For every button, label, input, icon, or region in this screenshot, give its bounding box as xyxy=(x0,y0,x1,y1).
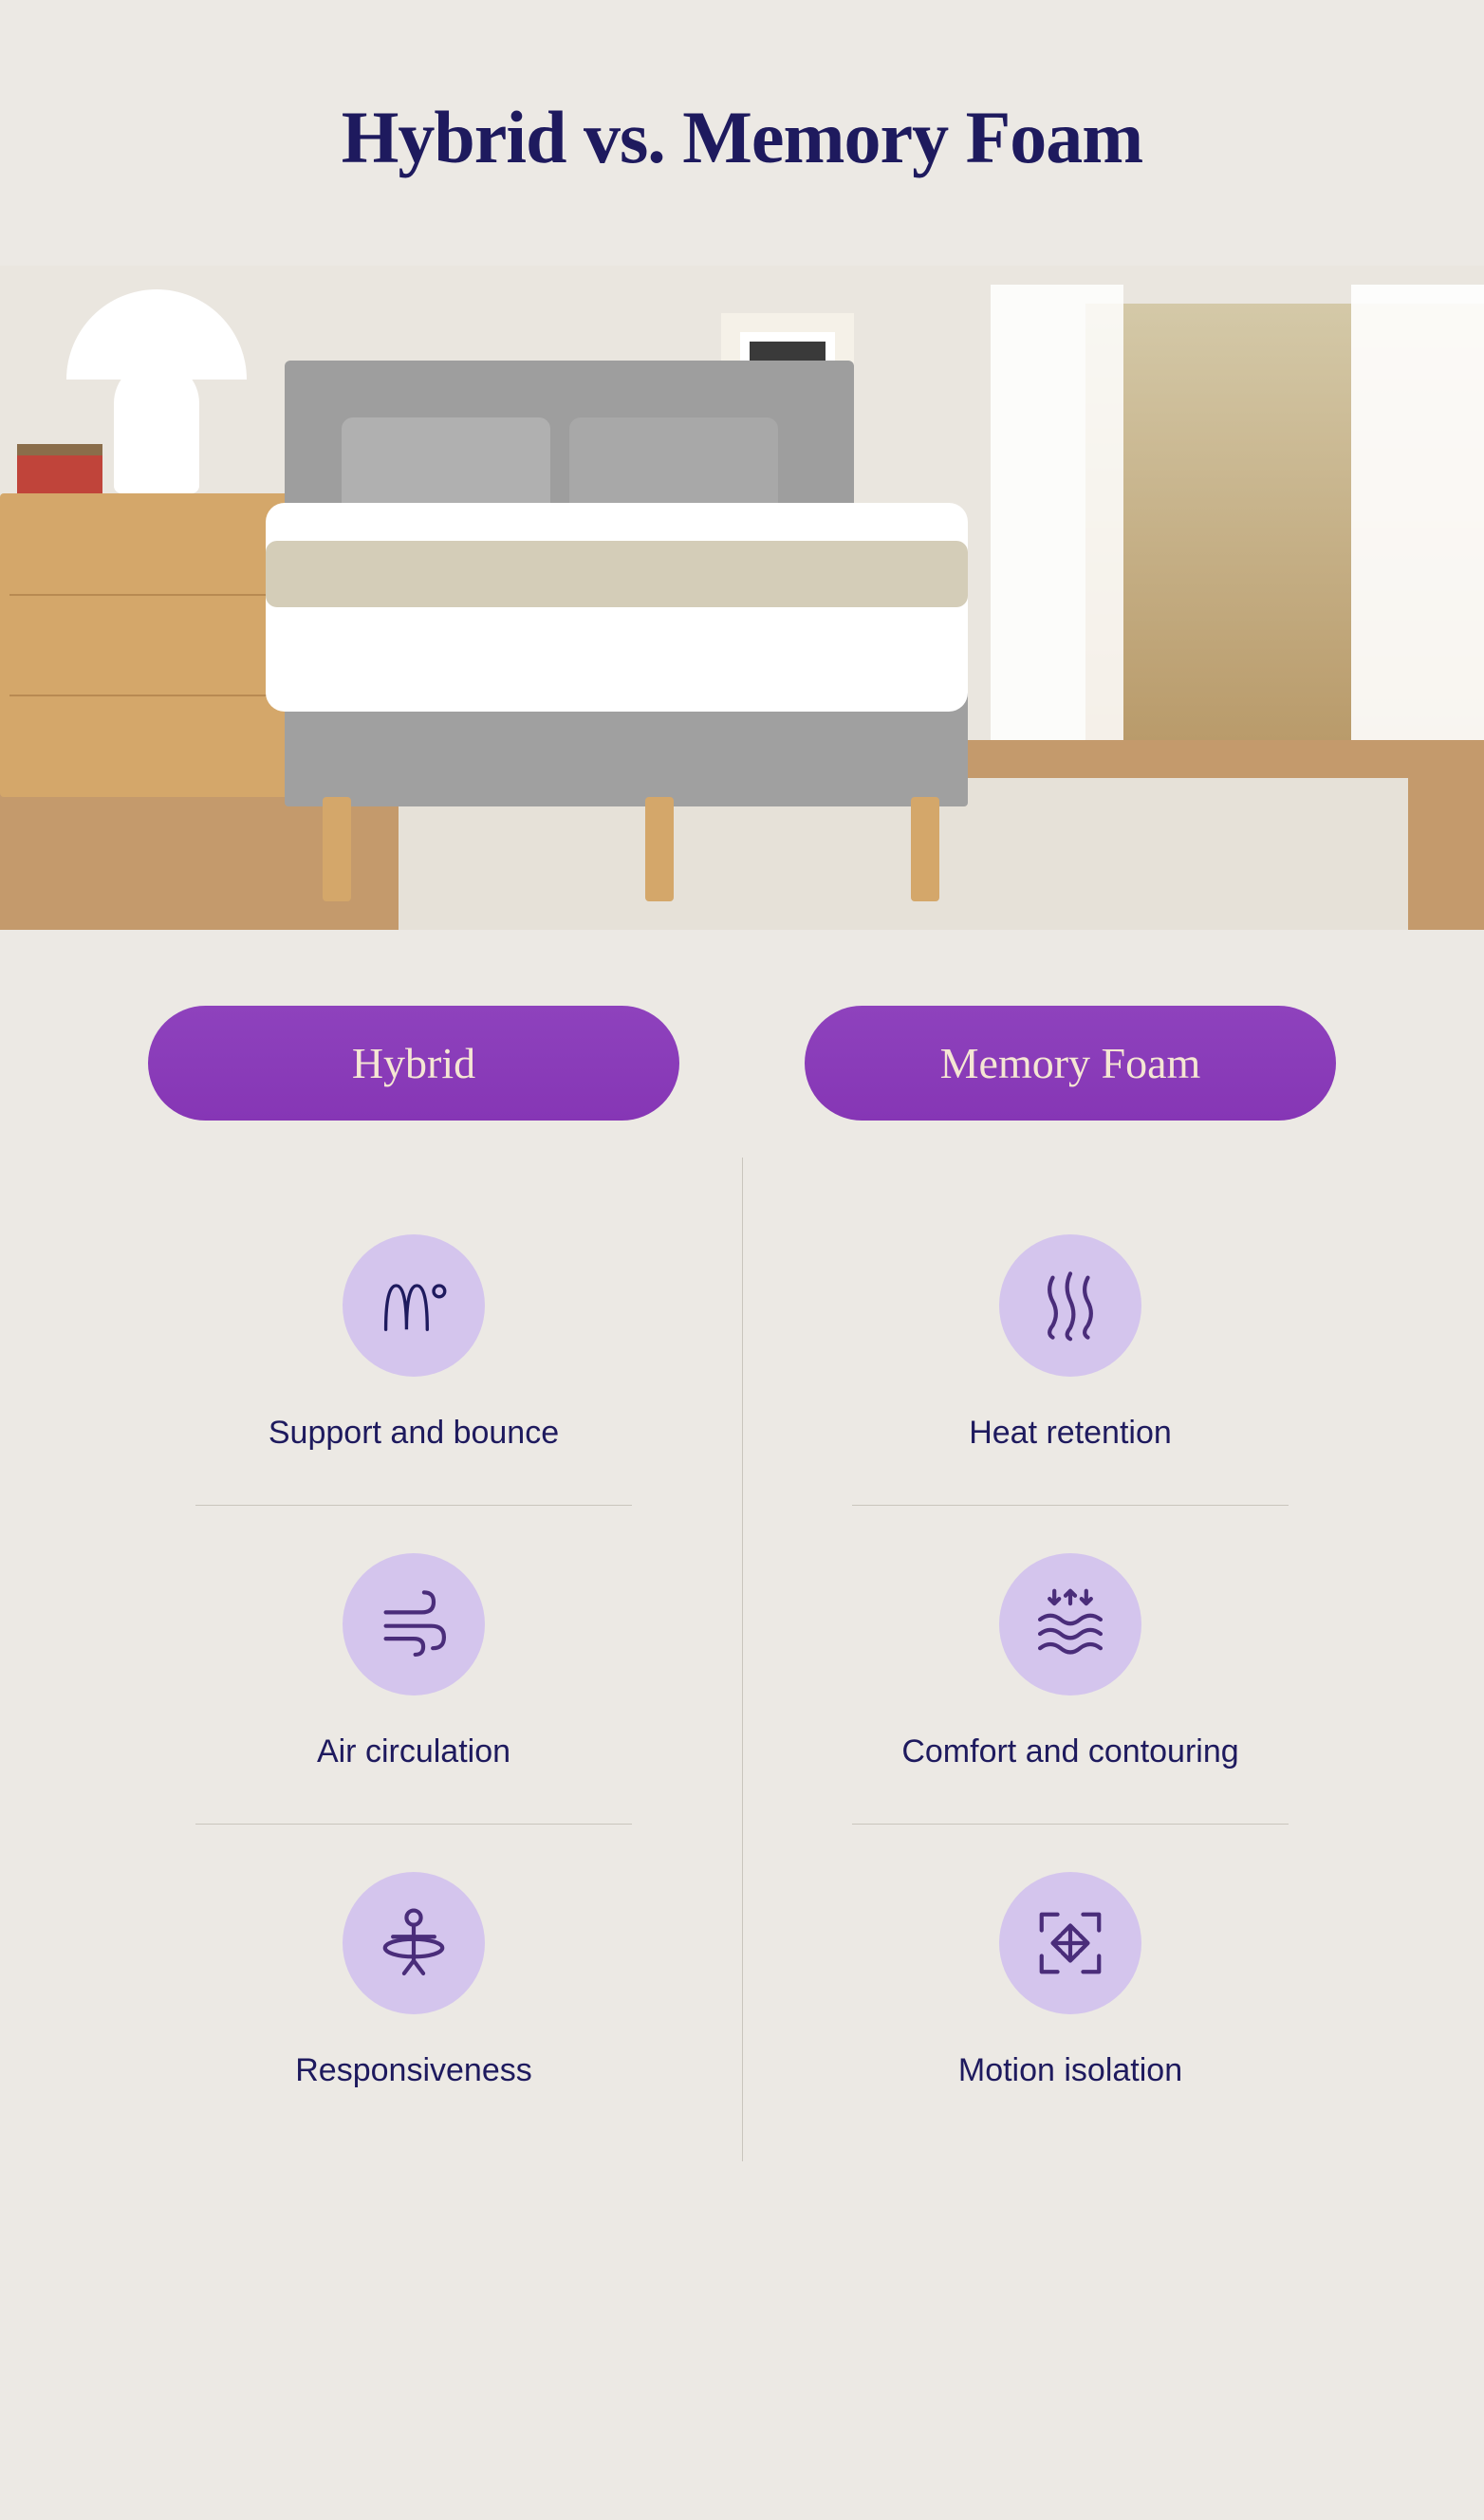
bounce-icon xyxy=(343,1234,485,1377)
hero-photo xyxy=(0,266,1484,930)
contour-icon xyxy=(999,1553,1141,1695)
memory-foam-header-pill: Memory Foam xyxy=(805,1006,1336,1121)
feature-label: Responsiveness xyxy=(295,2052,531,2089)
feature-label: Support and bounce xyxy=(269,1415,559,1452)
page-title: Hybrid vs. Memory Foam xyxy=(0,0,1484,266)
feature-label: Air circulation xyxy=(317,1733,510,1770)
memory-foam-column: Memory Foam Heat retention xyxy=(742,1006,1399,2142)
feature-support-bounce: Support and bounce xyxy=(195,1187,632,1505)
column-divider xyxy=(742,1158,743,2161)
motion-icon xyxy=(999,1872,1141,2014)
feature-heat-retention: Heat retention xyxy=(852,1187,1289,1505)
feature-label: Heat retention xyxy=(969,1415,1172,1452)
feature-air-circulation: Air circulation xyxy=(195,1505,632,1824)
hybrid-header-pill: Hybrid xyxy=(148,1006,679,1121)
feature-label: Motion isolation xyxy=(958,2052,1182,2089)
hybrid-column: Hybrid Support and bounce xyxy=(85,1006,742,2142)
heat-icon xyxy=(999,1234,1141,1377)
feature-comfort-contouring: Comfort and contouring xyxy=(852,1505,1289,1824)
wind-icon xyxy=(343,1553,485,1695)
feature-responsiveness: Responsiveness xyxy=(195,1824,632,2142)
comparison-section: Hybrid Support and bounce xyxy=(0,930,1484,2199)
feature-motion-isolation: Motion isolation xyxy=(852,1824,1289,2142)
infographic-container: Hybrid vs. Memory Foam Hybrid xyxy=(0,0,1484,2199)
responsive-icon xyxy=(343,1872,485,2014)
feature-label: Comfort and contouring xyxy=(901,1733,1238,1770)
